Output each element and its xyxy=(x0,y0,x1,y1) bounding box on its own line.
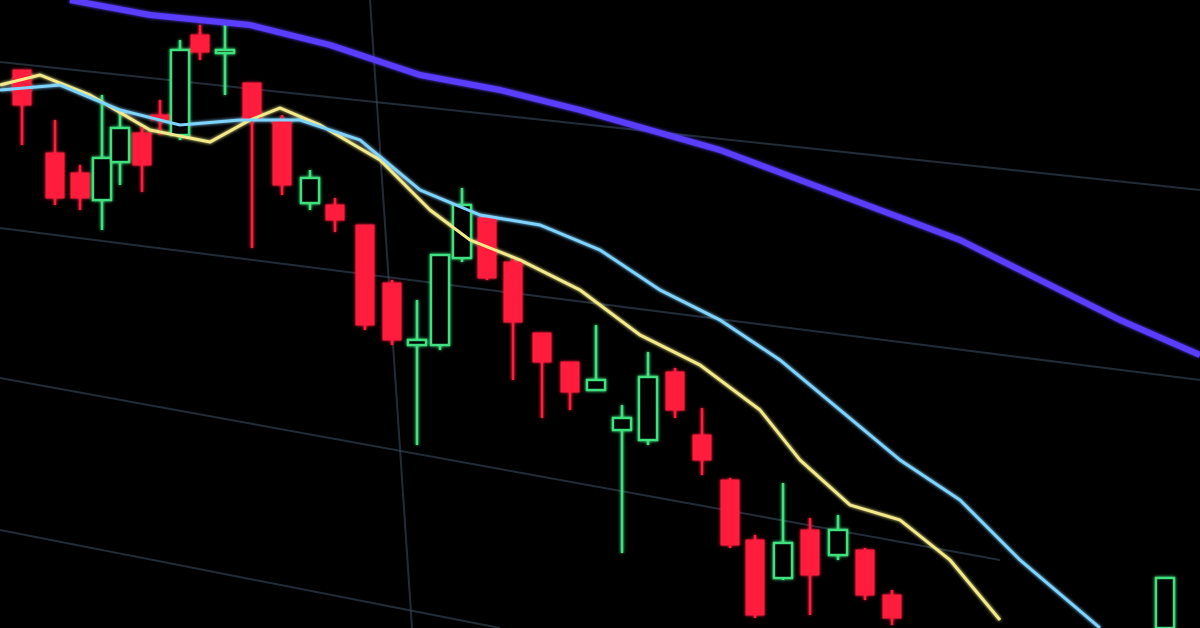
candle-body xyxy=(1154,576,1176,628)
candle-body xyxy=(132,132,152,166)
candle-body xyxy=(532,332,552,363)
moving-average-line xyxy=(0,73,1002,621)
candle-body xyxy=(325,204,345,221)
candle-body xyxy=(429,253,451,347)
candle-body xyxy=(665,371,685,411)
candle-body xyxy=(299,176,321,205)
candle-body xyxy=(406,338,428,347)
candle-body xyxy=(272,119,292,186)
candle-body xyxy=(692,434,712,461)
candle-body xyxy=(503,261,523,323)
candle-body xyxy=(91,156,113,202)
candle-body xyxy=(637,375,659,442)
candle-body xyxy=(451,203,473,260)
candle-body xyxy=(611,416,633,432)
candle-body xyxy=(882,594,902,619)
moving-average-line xyxy=(69,0,1200,358)
candle-body xyxy=(585,378,607,392)
candle-body xyxy=(190,34,210,53)
candle-body xyxy=(772,541,794,580)
candle-body xyxy=(382,282,402,341)
candle-body xyxy=(355,224,375,326)
candle-body xyxy=(214,48,236,55)
candle-body xyxy=(242,82,262,121)
candle-body xyxy=(45,152,65,199)
moving-average-line xyxy=(0,83,1101,628)
candle-body xyxy=(745,539,765,616)
screen-grid-line xyxy=(0,529,501,628)
candle-body xyxy=(70,172,90,199)
candle-body xyxy=(720,479,740,546)
candle-body xyxy=(827,528,849,557)
candle-body xyxy=(109,126,131,164)
candle-body xyxy=(560,361,580,393)
screen-grid-line xyxy=(0,61,1200,191)
candle-body xyxy=(855,549,875,596)
candle-body xyxy=(800,529,820,576)
